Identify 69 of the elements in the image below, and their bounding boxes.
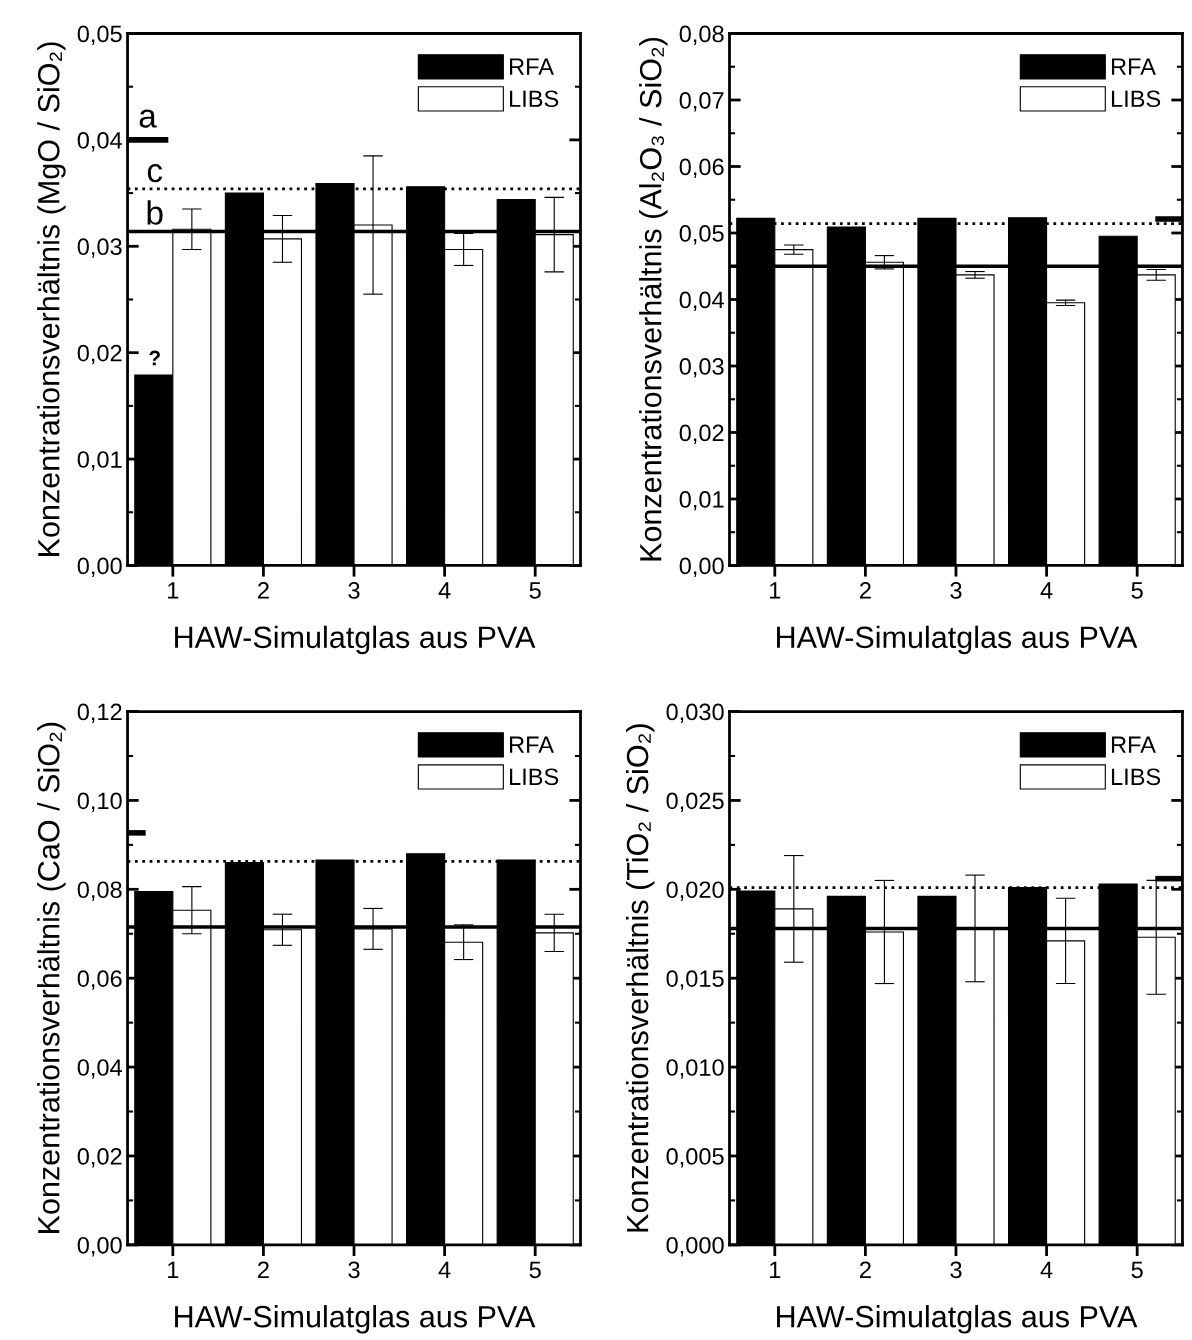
y-tick-label: 0,02 (77, 1148, 122, 1168)
y-tick-label: 0,04 (77, 131, 122, 152)
y-tick-label: 0,000 (666, 1236, 724, 1257)
annotation: ? (149, 350, 160, 366)
x-tick-label: 3 (348, 582, 360, 599)
x-tick-label: 4 (438, 582, 451, 599)
y-axis-title: Konzentrationsverhältnis (Al₂O₃ / SiO₂) (639, 37, 668, 561)
x-tick-label: 4 (438, 1261, 451, 1278)
y-tick-label: 0,08 (679, 25, 724, 46)
y-tick-label: 0,030 (666, 703, 724, 724)
x-axis-title: HAW-Simulatglas aus PVA (175, 625, 536, 655)
y-tick-label: 0,005 (666, 1148, 724, 1168)
annotation: a (139, 109, 157, 128)
y-tick-label: 0,00 (77, 1236, 122, 1257)
legend-label: LIBS (1111, 768, 1161, 786)
x-tick-label: 3 (950, 582, 962, 599)
legend-label: LIBS (1111, 90, 1161, 108)
y-tick-label: 0,03 (77, 238, 122, 258)
y-tick-label: 0,03 (679, 358, 724, 378)
x-axis-title: HAW-Simulatglas aus PVA (777, 625, 1138, 655)
y-tick-label: 0,010 (666, 1059, 724, 1079)
y-tick-label: 0,04 (679, 291, 724, 312)
ref-line-label: c (147, 163, 163, 183)
y-tick-label: 0,06 (679, 158, 724, 179)
y-tick-label: 0,015 (666, 970, 724, 990)
y-tick-label: 0,02 (679, 424, 724, 445)
x-axis-title: HAW-Simulatglas aus PVA (777, 1305, 1138, 1334)
ref-line-label: b (147, 200, 163, 225)
y-tick-label: 0,06 (77, 970, 122, 990)
y-tick-label: 0,01 (77, 451, 122, 471)
x-tick-label: 5 (1131, 1261, 1143, 1279)
y-tick-label: 0,05 (77, 25, 122, 46)
x-tick-label: 3 (348, 1261, 360, 1279)
y-axis-title: Konzentrationsverhältnis (CaO / SiO₂) (37, 722, 66, 1233)
y-tick-label: 0,04 (77, 1059, 122, 1079)
x-tick-label: 2 (860, 1261, 871, 1278)
y-tick-label: 0,020 (666, 881, 724, 901)
y-tick-label: 0,10 (77, 792, 122, 812)
y-axis-title: Konzentrationsverhältnis (TiO₂ / SiO₂) (625, 724, 655, 1232)
x-tick-label: 4 (1040, 582, 1053, 599)
x-tick-label: 1 (168, 582, 179, 599)
legend-label: RFA (510, 736, 554, 753)
legend-label: LIBS (510, 768, 559, 786)
x-tick-label: 1 (168, 1261, 179, 1278)
y-tick-label: 0,07 (679, 92, 724, 112)
x-tick-label: 5 (529, 582, 541, 599)
x-axis-title: HAW-Simulatglas aus PVA (175, 1305, 536, 1334)
y-tick-label: 0,05 (679, 225, 724, 245)
y-tick-label: 0,00 (77, 557, 122, 578)
x-tick-label: 1 (770, 1261, 781, 1278)
y-axis-title: Konzentrationsverhältnis (MgO / SiO₂) (37, 42, 66, 556)
legend-label: RFA (510, 58, 554, 75)
y-tick-label: 0,12 (77, 703, 122, 724)
y-tick-label: 0,025 (666, 792, 724, 812)
legend-label: RFA (1111, 736, 1156, 753)
y-tick-label: 0,01 (679, 491, 724, 511)
x-tick-label: 5 (529, 1261, 541, 1279)
legend-label: RFA (1111, 58, 1156, 75)
x-tick-label: 2 (258, 1261, 269, 1278)
y-tick-label: 0,02 (77, 344, 122, 365)
y-tick-label: 0,08 (77, 881, 122, 901)
x-tick-label: 2 (860, 582, 871, 599)
y-tick-label: 0,00 (679, 557, 724, 578)
legend-label: LIBS (510, 90, 559, 108)
x-tick-label: 3 (950, 1261, 962, 1279)
x-tick-label: 1 (770, 582, 781, 599)
x-tick-label: 2 (258, 582, 269, 599)
x-tick-label: 4 (1040, 1261, 1053, 1278)
x-tick-label: 5 (1131, 582, 1143, 599)
